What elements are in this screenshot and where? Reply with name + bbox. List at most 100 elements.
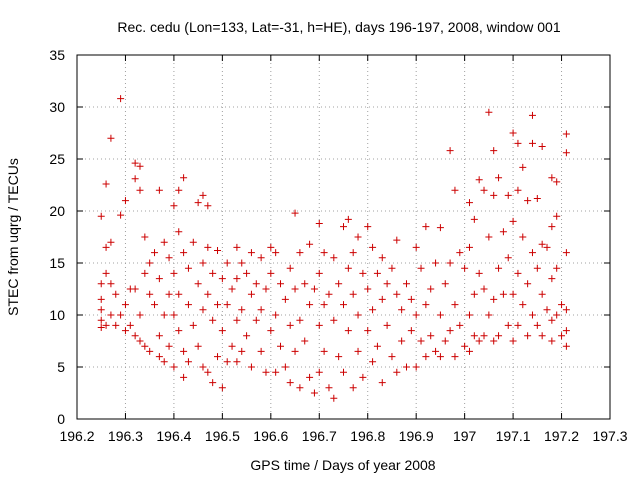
data-point bbox=[146, 347, 154, 355]
data-point bbox=[509, 129, 517, 137]
data-point bbox=[286, 379, 294, 387]
data-point bbox=[427, 332, 435, 340]
data-point bbox=[315, 269, 323, 277]
data-point bbox=[335, 280, 343, 288]
data-point bbox=[465, 311, 473, 319]
data-point bbox=[402, 280, 410, 288]
data-point bbox=[121, 197, 129, 205]
data-point bbox=[306, 240, 314, 248]
data-point bbox=[436, 311, 444, 319]
data-point bbox=[112, 290, 120, 298]
data-point bbox=[126, 321, 134, 329]
data-point bbox=[209, 316, 217, 324]
data-point bbox=[407, 327, 415, 335]
data-point bbox=[131, 159, 139, 167]
x-tick-label: 196.9 bbox=[399, 428, 434, 444]
data-point bbox=[267, 327, 275, 335]
x-tick-label: 196.6 bbox=[253, 428, 288, 444]
y-tick-label: 10 bbox=[49, 307, 65, 323]
data-point bbox=[170, 363, 178, 371]
x-tick-label: 197 bbox=[453, 428, 477, 444]
data-point bbox=[97, 306, 105, 314]
data-point bbox=[194, 280, 202, 288]
data-point bbox=[562, 149, 570, 157]
data-point bbox=[107, 311, 115, 319]
data-point bbox=[315, 368, 323, 376]
data-point bbox=[528, 139, 536, 147]
data-point bbox=[223, 259, 231, 267]
data-point bbox=[451, 186, 459, 194]
data-point bbox=[465, 347, 473, 355]
data-point bbox=[524, 197, 532, 205]
data-point bbox=[131, 285, 139, 293]
data-point bbox=[155, 186, 163, 194]
data-point bbox=[107, 280, 115, 288]
data-point bbox=[247, 290, 255, 298]
data-point bbox=[281, 363, 289, 371]
data-point bbox=[349, 290, 357, 298]
x-tick-label: 196.3 bbox=[108, 428, 143, 444]
y-tick-label: 35 bbox=[49, 47, 65, 63]
data-point bbox=[373, 342, 381, 350]
data-point bbox=[543, 306, 551, 314]
data-point bbox=[499, 290, 507, 298]
data-point bbox=[151, 301, 159, 309]
data-point bbox=[146, 290, 154, 298]
data-point bbox=[175, 186, 183, 194]
data-point bbox=[320, 249, 328, 257]
data-point bbox=[359, 373, 367, 381]
data-point bbox=[214, 301, 222, 309]
data-point bbox=[286, 264, 294, 272]
y-tick-label: 15 bbox=[49, 255, 65, 271]
data-point bbox=[209, 379, 217, 387]
data-points bbox=[97, 95, 570, 402]
data-point bbox=[524, 332, 532, 340]
data-point bbox=[233, 275, 241, 283]
data-point bbox=[121, 327, 129, 335]
data-point bbox=[422, 353, 430, 361]
data-point bbox=[175, 290, 183, 298]
data-point bbox=[320, 347, 328, 355]
data-point bbox=[136, 311, 144, 319]
data-point bbox=[165, 290, 173, 298]
data-point bbox=[441, 337, 449, 345]
data-point bbox=[465, 199, 473, 207]
data-point bbox=[291, 209, 299, 217]
data-point bbox=[538, 332, 546, 340]
data-point bbox=[131, 175, 139, 183]
data-point bbox=[170, 202, 178, 210]
data-point bbox=[538, 240, 546, 248]
data-point bbox=[252, 316, 260, 324]
data-point bbox=[281, 295, 289, 303]
data-point bbox=[470, 332, 478, 340]
data-point bbox=[422, 223, 430, 231]
data-point bbox=[465, 243, 473, 251]
data-point bbox=[131, 332, 139, 340]
data-point bbox=[456, 249, 464, 257]
data-point bbox=[296, 316, 304, 324]
x-tick-label: 197.1 bbox=[496, 428, 531, 444]
data-point bbox=[97, 295, 105, 303]
data-point bbox=[233, 358, 241, 366]
data-point bbox=[335, 353, 343, 361]
data-point bbox=[533, 195, 541, 203]
data-point bbox=[388, 353, 396, 361]
data-point bbox=[117, 211, 125, 219]
x-tick-label: 196.7 bbox=[302, 428, 337, 444]
data-point bbox=[117, 95, 125, 103]
data-point bbox=[528, 249, 536, 257]
data-point bbox=[504, 191, 512, 199]
data-point bbox=[553, 264, 561, 272]
data-point bbox=[359, 269, 367, 277]
data-point bbox=[233, 243, 241, 251]
data-point bbox=[340, 301, 347, 309]
x-tick-label: 196.5 bbox=[205, 428, 240, 444]
data-point bbox=[364, 223, 372, 231]
data-point bbox=[470, 215, 478, 223]
data-point bbox=[325, 290, 333, 298]
data-point bbox=[102, 269, 110, 277]
y-axis-label: STEC from uqrg / TECUs bbox=[5, 158, 21, 316]
data-point bbox=[480, 285, 488, 293]
data-point bbox=[436, 224, 444, 232]
data-point bbox=[170, 311, 178, 319]
